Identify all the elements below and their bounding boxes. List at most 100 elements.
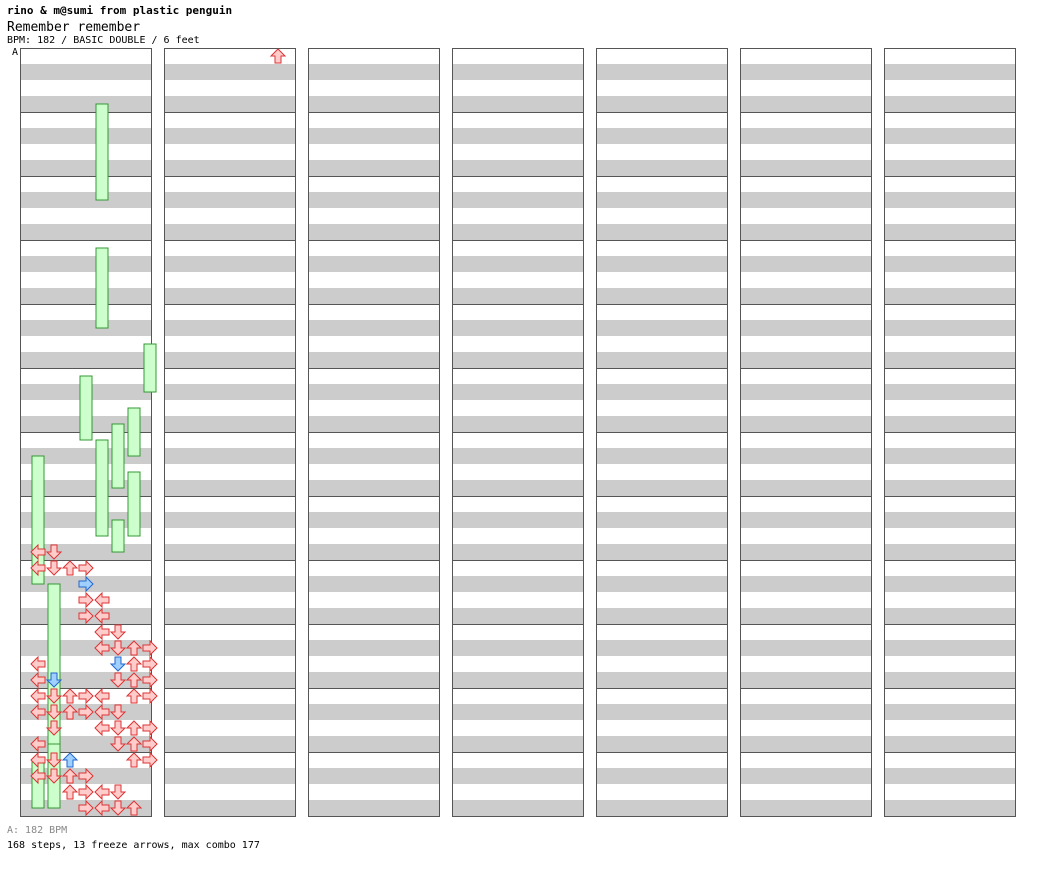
column-border: [884, 48, 1016, 817]
left-arrow-note: [30, 559, 46, 577]
beat-stripe: [20, 128, 152, 144]
left-arrow-note: [30, 687, 46, 705]
beat-stripe: [164, 704, 296, 720]
beat-stripe: [308, 288, 440, 304]
beat-stripe: [740, 288, 872, 304]
beat-stripe: [164, 768, 296, 784]
beat-stripe: [164, 160, 296, 176]
up-arrow-note: [125, 752, 143, 768]
beat-stripe: [884, 96, 1016, 112]
right-arrow-note: [142, 655, 158, 673]
beat-stripe: [308, 256, 440, 272]
beat-stripe: [164, 480, 296, 496]
left-arrow-note: [30, 543, 46, 561]
beat-stripe: [20, 192, 152, 208]
up-arrow-note: [61, 560, 79, 576]
beat-stripe: [596, 416, 728, 432]
beat-stripe: [740, 64, 872, 80]
beat-stripe: [452, 224, 584, 240]
beat-stripe: [164, 544, 296, 560]
beat-stripe: [884, 416, 1016, 432]
column-border: [740, 48, 872, 817]
up-arrow-note: [125, 672, 143, 688]
beat-stripe: [884, 512, 1016, 528]
right-arrow-note: [78, 559, 94, 577]
beat-stripe: [740, 448, 872, 464]
up-arrow-note: [61, 768, 79, 784]
beat-stripe: [308, 64, 440, 80]
beat-stripe: [884, 736, 1016, 752]
artist-title: rino & m@sumi from plastic penguin: [7, 4, 233, 17]
down-arrow-note: [109, 672, 127, 688]
right-arrow-note: [78, 575, 94, 593]
left-arrow-note: [94, 591, 110, 609]
beat-stripe: [596, 192, 728, 208]
beat-stripe: [20, 256, 152, 272]
beat-stripe: [308, 352, 440, 368]
beat-stripe: [596, 288, 728, 304]
beat-stripe: [884, 256, 1016, 272]
right-arrow-note: [78, 703, 94, 721]
beat-stripe: [884, 128, 1016, 144]
beat-stripe: [164, 288, 296, 304]
beat-stripe: [596, 608, 728, 624]
left-arrow-note: [94, 703, 110, 721]
beat-stripe: [20, 224, 152, 240]
beat-stripe: [884, 704, 1016, 720]
beat-stripe: [164, 576, 296, 592]
beat-stripe: [596, 480, 728, 496]
freeze-arrow: [95, 103, 109, 201]
left-arrow-note: [94, 687, 110, 705]
down-arrow-note: [109, 704, 127, 720]
beat-stripe: [740, 736, 872, 752]
down-arrow-note: [45, 752, 63, 768]
left-arrow-note: [94, 719, 110, 737]
left-arrow-note: [30, 767, 46, 785]
beat-stripe: [452, 64, 584, 80]
down-arrow-note: [45, 544, 63, 560]
left-arrow-note: [94, 639, 110, 657]
beat-stripe: [884, 768, 1016, 784]
right-arrow-note: [78, 591, 94, 609]
beat-stripe: [452, 640, 584, 656]
beat-stripe: [308, 704, 440, 720]
beat-stripe: [452, 608, 584, 624]
beat-stripe: [452, 672, 584, 688]
beat-stripe: [596, 256, 728, 272]
freeze-arrow: [111, 519, 125, 553]
freeze-arrow: [127, 471, 141, 537]
beat-stripe: [452, 448, 584, 464]
down-arrow-note: [45, 688, 63, 704]
beat-stripe: [452, 288, 584, 304]
song-title: Remember remember: [7, 20, 141, 35]
beat-stripe: [596, 224, 728, 240]
down-arrow-note: [109, 656, 127, 672]
beat-stripe: [596, 160, 728, 176]
beat-stripe: [308, 800, 440, 816]
freeze-arrow: [95, 247, 109, 329]
beat-stripe: [740, 768, 872, 784]
beat-stripe: [164, 416, 296, 432]
beat-stripe: [596, 672, 728, 688]
down-arrow-note: [109, 736, 127, 752]
beat-stripe: [452, 96, 584, 112]
up-arrow-note: [125, 688, 143, 704]
beat-stripe: [308, 224, 440, 240]
beat-stripe: [740, 672, 872, 688]
down-arrow-note: [45, 768, 63, 784]
left-arrow-note: [94, 799, 110, 817]
beat-stripe: [164, 64, 296, 80]
beat-stripe: [452, 576, 584, 592]
beat-stripe: [308, 640, 440, 656]
beat-stripe: [164, 192, 296, 208]
beat-stripe: [740, 256, 872, 272]
right-arrow-note: [78, 767, 94, 785]
beat-stripe: [740, 704, 872, 720]
beat-stripe: [884, 352, 1016, 368]
down-arrow-note: [45, 720, 63, 736]
left-arrow-note: [94, 623, 110, 641]
beat-stripe: [452, 192, 584, 208]
chart-column: [20, 48, 152, 817]
right-arrow-note: [78, 799, 94, 817]
